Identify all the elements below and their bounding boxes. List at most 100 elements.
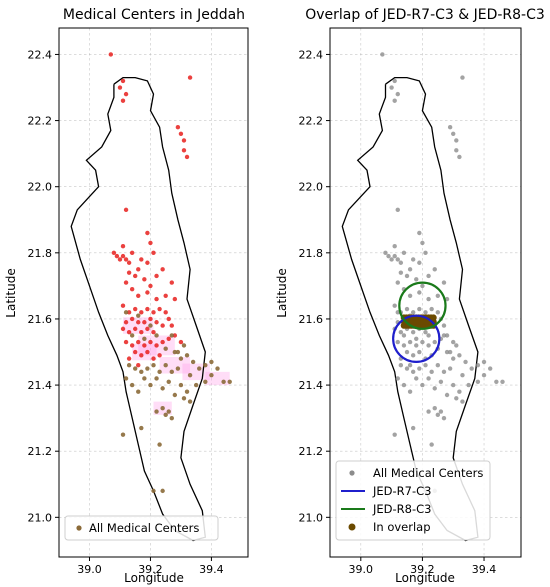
data-point [133,326,138,332]
data-point [444,333,450,338]
data-point [154,296,159,302]
right-ticks: 39.0 39.2 39.4 21.0 21.2 21.4 21.6 21.8 22.0 22.2… [299,48,497,576]
data-point [175,124,181,130]
right-axes-frame [329,27,522,558]
data-point [187,75,193,80]
data-point [420,339,425,345]
data-point [404,273,410,279]
data-point [129,316,135,322]
right-legend-marker-overlap [348,523,356,531]
data-point [163,346,168,351]
data-point [414,277,419,282]
data-point [184,353,190,358]
data-point [142,343,147,348]
x-tick-label: 39.2 [138,563,163,576]
data-point [197,366,202,371]
data-point [407,339,413,345]
data-point [120,303,126,308]
data-point [435,363,441,368]
data-point [169,323,174,328]
right-y-axis-label: Latitude [275,268,289,317]
data-point [398,270,404,275]
y-tick-label: 22.0 [28,181,53,194]
data-point [401,382,407,388]
data-point [126,310,132,315]
data-point [441,369,447,375]
data-point [441,333,447,338]
data-point [432,406,437,411]
data-point [157,353,162,358]
data-point [475,379,481,384]
data-point [395,207,400,213]
data-point [454,343,459,348]
data-point [172,333,178,338]
data-point [426,333,431,338]
data-point [410,425,416,431]
data-point [126,363,132,368]
data-point [166,316,171,322]
data-point [151,488,156,494]
data-point [401,250,407,256]
data-point [175,349,181,355]
data-point [392,303,397,308]
data-point [114,253,120,259]
data-point [460,75,465,80]
data-point [136,267,141,272]
right-legend-label-r8: JED-R8-C3 [372,502,431,516]
right-points [380,52,505,494]
data-point [172,349,178,355]
data-point [142,336,147,341]
data-point [123,376,129,381]
data-point [429,369,434,375]
data-point [187,399,193,404]
data-point [426,296,431,302]
data-point [441,280,447,285]
x-tick-label: 39.0 [349,563,374,576]
data-point [417,349,422,355]
data-point [417,230,422,236]
data-point [463,359,468,365]
data-point [157,442,162,447]
data-point [166,409,171,414]
data-point [169,415,174,421]
data-point [410,257,416,262]
data-point [145,366,150,371]
data-point [129,333,135,338]
data-point [136,320,141,325]
data-point [151,356,156,361]
data-point [426,376,431,381]
right-legend-label-r7: JED-R7-C3 [372,484,431,498]
data-point [157,306,162,312]
data-point [160,406,165,411]
data-point [169,333,174,338]
data-point [460,399,465,404]
data-point [148,382,153,388]
data-point [454,396,459,401]
left-ticks: 39.0 39.2 39.4 21.0 21.2 21.4 21.6 21.8 22.0 22.2… [28,48,224,576]
right-legend-label-overlap: In overlap [373,520,431,534]
data-point [169,280,174,285]
data-point [426,343,431,348]
data-point [410,310,416,315]
y-tick-label: 21.6 [299,313,324,326]
data-point [117,85,123,90]
data-point [139,425,144,431]
data-point [145,290,150,295]
data-point [410,369,416,375]
data-point [163,310,168,315]
data-point [432,339,437,345]
data-point [145,230,150,236]
data-point [154,320,159,325]
y-tick-label: 21.4 [28,379,53,392]
data-point [441,415,447,421]
heat-cell [159,356,191,374]
data-point [451,356,456,361]
data-point [469,366,474,371]
data-point [148,316,153,322]
data-point [438,379,444,384]
left-legend-label: All Medical Centers [89,521,199,535]
data-point [454,148,459,153]
overlap-point [430,314,437,321]
left-legend-marker [76,525,82,531]
data-point [136,363,141,368]
